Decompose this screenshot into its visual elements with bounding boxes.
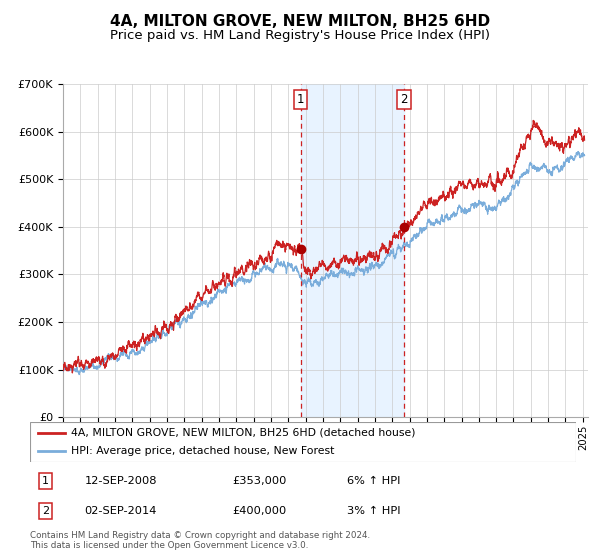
Text: 1: 1 bbox=[297, 93, 304, 106]
Text: 6% ↑ HPI: 6% ↑ HPI bbox=[347, 476, 400, 486]
Text: Contains HM Land Registry data © Crown copyright and database right 2024.
This d: Contains HM Land Registry data © Crown c… bbox=[30, 531, 370, 550]
Text: 1: 1 bbox=[42, 476, 49, 486]
Text: 4A, MILTON GROVE, NEW MILTON, BH25 6HD: 4A, MILTON GROVE, NEW MILTON, BH25 6HD bbox=[110, 14, 490, 29]
Text: 2: 2 bbox=[400, 93, 407, 106]
Text: £400,000: £400,000 bbox=[232, 506, 286, 516]
Text: HPI: Average price, detached house, New Forest: HPI: Average price, detached house, New … bbox=[71, 446, 334, 456]
Text: Price paid vs. HM Land Registry's House Price Index (HPI): Price paid vs. HM Land Registry's House … bbox=[110, 29, 490, 42]
Text: 3% ↑ HPI: 3% ↑ HPI bbox=[347, 506, 400, 516]
Text: 12-SEP-2008: 12-SEP-2008 bbox=[85, 476, 157, 486]
Text: 02-SEP-2014: 02-SEP-2014 bbox=[85, 506, 157, 516]
Text: 4A, MILTON GROVE, NEW MILTON, BH25 6HD (detached house): 4A, MILTON GROVE, NEW MILTON, BH25 6HD (… bbox=[71, 428, 415, 437]
Bar bbox=[301, 84, 404, 417]
Text: 2: 2 bbox=[42, 506, 49, 516]
Text: £353,000: £353,000 bbox=[232, 476, 286, 486]
